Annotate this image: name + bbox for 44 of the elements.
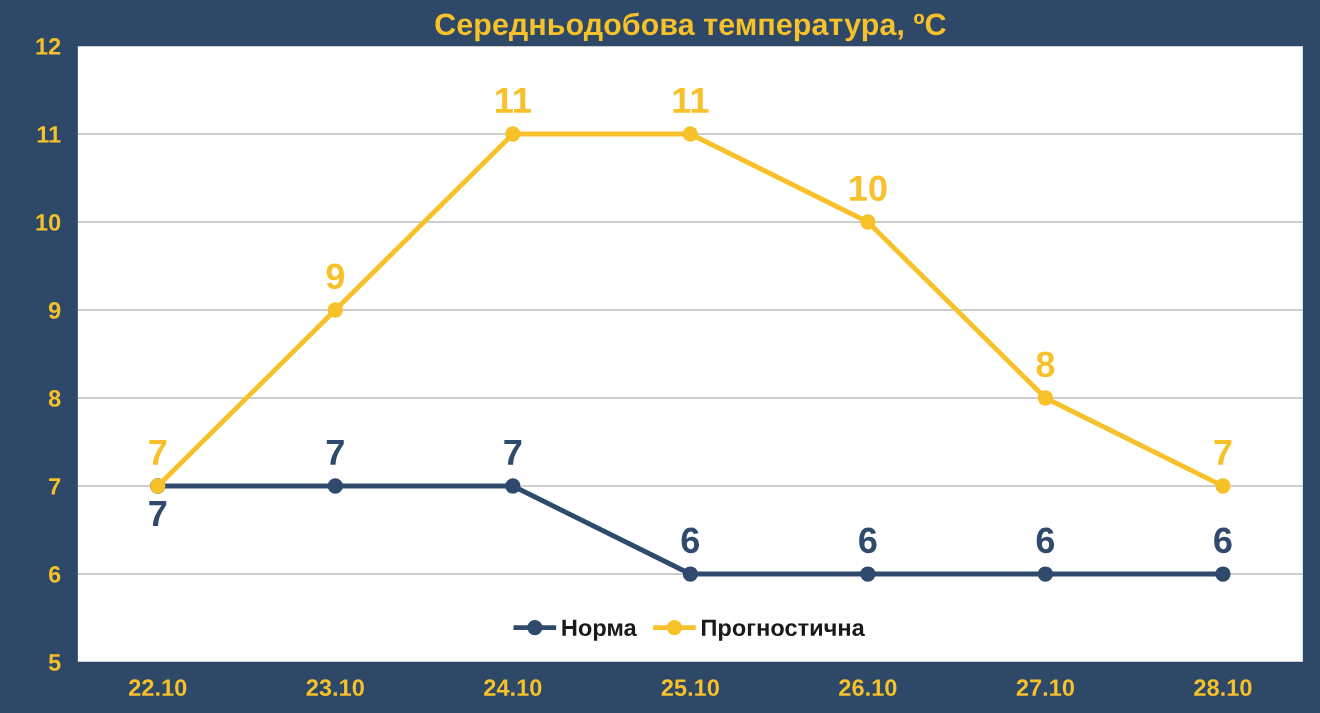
point [1215,566,1231,582]
data-label: 6 [859,527,877,554]
data-label: 9 [326,263,344,290]
data-label: 7 [326,439,344,465]
legend-label: Прогностична [702,619,865,641]
y-tick-label: 7 [49,478,61,495]
y-tick-label: 12 [36,38,61,55]
legend-label: Норма [562,619,637,641]
x-tick-label: 28.10 [1194,679,1252,697]
x-tick-label: 22.10 [129,679,187,697]
point [327,478,343,494]
point [505,478,521,494]
data-label: 6 [1036,527,1055,554]
data-label: 7 [1214,439,1232,465]
x-tick-label: 24.10 [484,679,542,697]
y-tick-label: 8 [48,390,61,407]
y-tick-label: 10 [36,214,61,231]
y-tick-label: 11 [37,126,61,143]
y-tick-label: 5 [48,654,61,671]
data-label: 10 [850,175,887,202]
x-tick-label: 23.10 [306,679,364,697]
point [682,566,698,582]
chart-title: Середньодобова температура, ºС [435,12,946,42]
data-label: 11 [673,87,709,113]
data-label: 7 [149,439,167,465]
data-label: 7 [504,439,522,465]
x-tick-label: 27.10 [1016,679,1074,697]
x-tick-label: 26.10 [839,679,897,697]
point [860,566,876,582]
point [327,302,343,318]
data-label: 6 [681,527,700,554]
data-label: 11 [496,87,531,113]
point [505,126,521,142]
point [1037,566,1054,582]
data-label: 6 [1214,527,1232,554]
point [860,214,876,230]
point [1037,390,1054,406]
y-tick-label: 9 [48,302,61,319]
data-label: 7 [149,501,167,526]
point [1215,478,1231,494]
x-tick-label: 25.10 [661,679,719,697]
point [682,126,698,142]
data-label: 8 [1036,351,1055,378]
y-tick-label: 6 [48,566,61,583]
